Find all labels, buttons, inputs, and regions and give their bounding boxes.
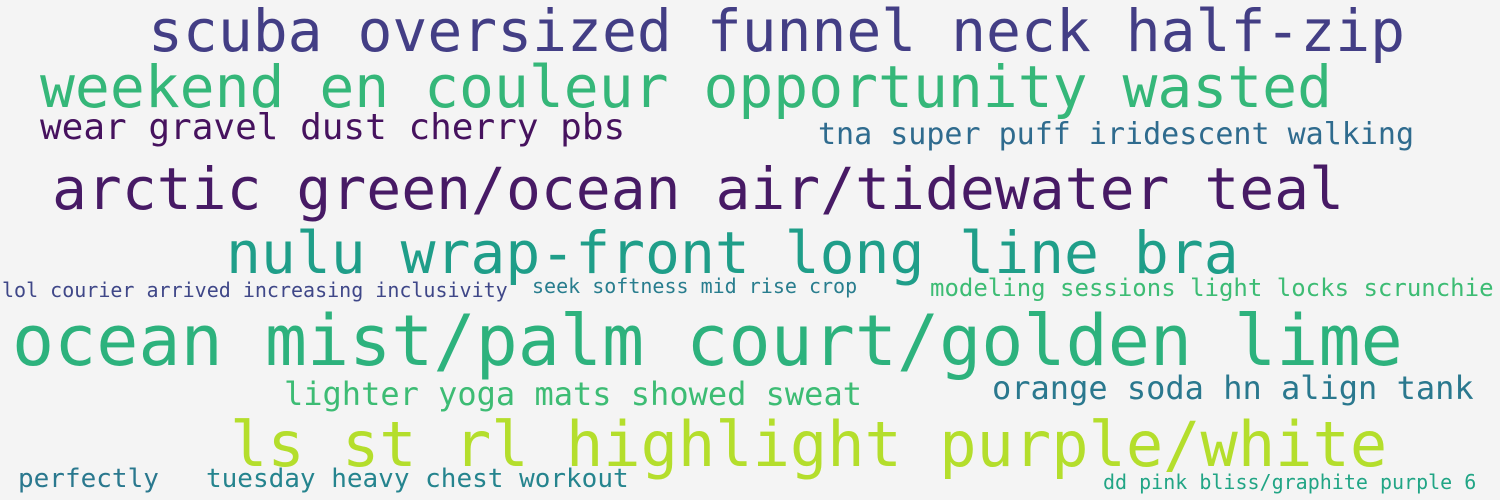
word-phrase: wear gravel dust cherry pbs: [40, 107, 626, 148]
word-phrase: orange soda hn align tank: [992, 369, 1474, 407]
word-phrase: perfectly: [18, 464, 159, 494]
word-phrase: nulu wrap-front long line bra: [226, 219, 1239, 287]
word-phrase: modeling sessions light locks scrunchie: [930, 274, 1494, 302]
word-phrase: scuba oversized funnel neck half-zip: [148, 0, 1406, 65]
word-phrase: lighter yoga mats showed sweat: [284, 375, 862, 413]
word-phrase: ocean mist/palm court/golden lime: [12, 300, 1403, 382]
word-phrase: tna super puff iridescent walking: [818, 117, 1415, 152]
word-phrase: tuesday heavy chest workout: [206, 464, 629, 494]
word-phrase: arctic green/ocean air/tidewater teal: [52, 155, 1345, 223]
word-phrase: lol courier arrived increasing inclusivi…: [2, 278, 508, 302]
word-phrase: seek softness mid rise crop: [532, 274, 858, 298]
word-phrase: ls st rl highlight purple/white: [230, 408, 1388, 481]
word-phrase: dd pink bliss/graphite purple 6: [1103, 470, 1477, 494]
word-phrase: weekend en couleur opportunity wasted: [40, 53, 1333, 121]
